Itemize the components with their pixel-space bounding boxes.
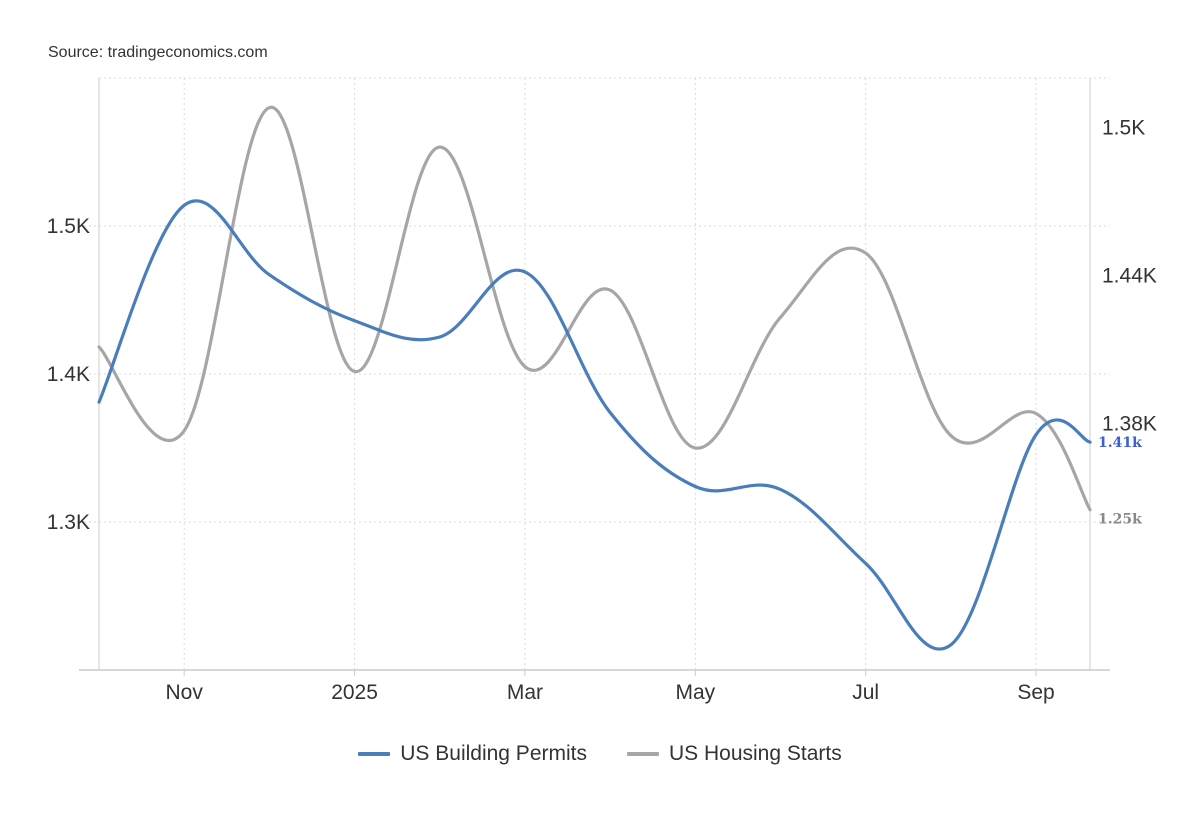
series-line-us-building-permits: [97, 199, 1092, 651]
left-tick-label-2: 1.5K: [47, 215, 90, 238]
series-line-us-housing-starts: [97, 105, 1092, 512]
tick-labels: 1.25k 1.41k 1.3K 1.4K 1.5K 1.38K 1.44K 1.5K Nov 2…: [47, 116, 1157, 704]
right-tick-label-0: 1.38K: [1102, 412, 1157, 435]
left-tick-label-0: 1.3K: [47, 511, 90, 534]
legend-label-building-permits: US Building Permits: [400, 742, 587, 765]
x-tick-label-1: 2025: [331, 681, 378, 704]
chart-axes: [79, 78, 1110, 676]
x-tick-label-2: Mar: [507, 681, 543, 704]
x-tick-label-4: Jul: [852, 681, 879, 704]
end-label-us-building-permits: 1.41k: [1098, 435, 1142, 451]
x-tick-label-3: May: [675, 681, 715, 704]
left-tick-label-1: 1.4K: [47, 363, 90, 386]
legend-item-building-permits[interactable]: US Building Permits: [358, 742, 587, 766]
series-lines: [97, 105, 1092, 651]
right-tick-label-2: 1.5K: [1102, 116, 1145, 139]
legend: US Building Permits US Housing Starts: [0, 742, 1200, 766]
legend-swatch-building-permits: [358, 752, 391, 756]
legend-swatch-housing-starts: [626, 752, 659, 756]
legend-item-housing-starts[interactable]: US Housing Starts: [626, 742, 842, 766]
legend-label-housing-starts: US Housing Starts: [668, 742, 842, 765]
grid-lines: [79, 77, 1110, 670]
end-label-us-housing-starts: 1.25k: [1098, 512, 1142, 528]
right-tick-label-1: 1.44K: [1102, 264, 1157, 287]
x-tick-label-0: Nov: [166, 681, 204, 704]
x-tick-label-5: Sep: [1017, 681, 1054, 704]
source-label: Source: tradingeconomics.com: [48, 44, 268, 61]
